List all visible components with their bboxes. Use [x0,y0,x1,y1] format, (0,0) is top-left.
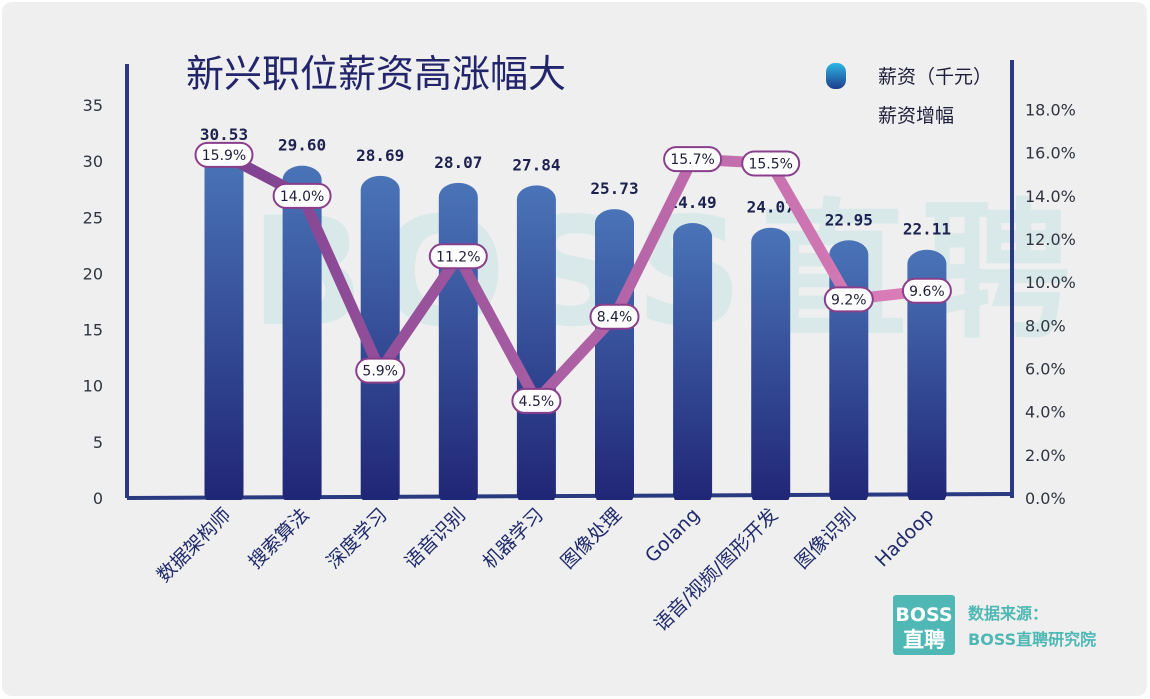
bar [204,155,244,508]
left-tick-label: 25 [83,208,103,227]
growth-point: 15.9% [194,141,254,168]
category-label: Hadoop [871,504,938,571]
category-label: 图像识别 [791,504,860,573]
growth-point: 9.2% [823,286,874,313]
category-label: 搜索算法 [244,504,313,573]
bar-value-labels: 30.53 29.60 28.69 28.07 27.84 25.73 24.49 24.07… [200,125,951,239]
growth-label-bubble [272,182,332,209]
bar-series [129,155,1009,514]
logo-line1: BOSS [895,604,952,626]
growth-line [218,149,933,407]
source-label: 数据来源： [968,604,1048,623]
bar-value-label: 24.49 [669,193,717,212]
right-tick-label: 4.0% [1025,403,1066,422]
growth-label: 15.7% [670,152,714,168]
growth-label-bubble [355,357,406,384]
legend-bar-label: 薪资（千元） [878,66,992,88]
bar-value-label: 24.07 [747,198,795,217]
legend-line-label: 薪资增幅 [878,105,954,127]
growth-point: 11.2% [428,243,488,270]
left-tick-label: 0 [93,489,103,508]
left-tick-label: 5 [93,433,103,452]
bar [360,175,400,508]
axis-mask [129,500,1009,514]
growth-label: 14.0% [280,189,324,205]
bar-value-label: 28.07 [434,153,482,172]
right-tick-label: 8.0% [1025,316,1066,335]
growth-label-bubble [663,146,723,173]
category-label: 数据架构师 [153,504,236,587]
growth-point: 4.5% [511,387,562,414]
right-axis-ticks: 0.0% 2.0% 4.0% 6.0% 8.0% 10.0% 12.0% 14.0% 16.0%… [1025,101,1076,509]
bar-value-label: 29.60 [278,136,326,155]
boss-logo: BOSS 直聘 [893,595,955,655]
growth-label-bubble [823,286,874,313]
growth-label: 15.5% [748,156,792,172]
category-labels: 数据架构师 搜索算法 深度学习 语音识别 机器学习 图像处理 Golang语音/视频/图形开… [153,504,939,636]
growth-label: 9.6% [909,284,945,300]
right-tick-label: 6.0% [1025,360,1066,379]
growth-label: 15.9% [202,148,246,164]
bar-value-label: 30.53 [200,125,248,144]
left-axis-ticks: 0 5 10 15 20 25 30 35 [83,96,103,508]
bar-value-label: 22.11 [903,220,951,239]
bar [595,209,634,508]
category-label: 深度学习 [322,504,391,573]
right-tick-label: 2.0% [1025,446,1066,465]
category-label: 图像处理 [557,504,626,573]
legend-bar-swatch [826,63,846,89]
growth-label-bubble [901,277,952,304]
chart-title: 新兴职位薪资高涨幅大 [186,52,566,96]
bar [751,227,791,509]
growth-label: 8.4% [597,310,633,326]
right-tick-label: 10.0% [1025,273,1076,292]
bar [907,249,947,509]
growth-point: 8.4% [589,303,640,330]
category-label: 机器学习 [479,504,548,573]
bar [438,182,478,508]
bar-value-label: 25.73 [590,179,638,198]
left-tick-label: 35 [83,96,103,115]
right-tick-label: 16.0% [1025,144,1076,163]
bar-value-label: 22.95 [825,210,873,229]
left-tick-label: 20 [83,264,103,283]
growth-point: 15.7% [663,146,723,173]
category-label: 语音识别 [401,504,470,573]
bar [282,165,322,509]
bar-value-label: 27.84 [512,155,560,174]
growth-label-bubble [194,141,254,168]
right-tick-label: 14.0% [1025,187,1076,206]
left-tick-label: 30 [83,152,103,171]
x-axis-line [126,492,1013,500]
line-series: 15.9% 14.0% 5.9% 11.2% 4.5% 8.4% 15.7% 15.5% 9.2… [194,141,952,414]
right-tick-label: 18.0% [1025,101,1076,120]
growth-point: 14.0% [272,182,332,209]
growth-label-bubble [741,150,801,177]
logo-badge [893,595,955,655]
growth-label-bubble [511,387,562,414]
right-tick-label: 0.0% [1025,489,1066,508]
growth-point: 15.5% [741,150,801,177]
right-tick-label: 12.0% [1025,230,1076,249]
bar-value-label: 28.69 [356,146,404,165]
growth-point: 9.6% [901,277,952,304]
left-tick-label: 10 [83,377,103,396]
growth-label: 11.2% [436,249,480,265]
source-name: BOSS直聘研究院 [968,630,1096,649]
left-tick-label: 15 [83,321,103,340]
growth-label: 5.9% [362,364,398,380]
logo-line2: 直聘 [903,628,945,652]
growth-label: 9.2% [831,292,867,308]
legend: 薪资（千元） 薪资增幅 [809,63,992,127]
bar [673,223,713,509]
growth-label: 4.5% [519,394,555,410]
growth-label-bubble [589,303,640,330]
bar [516,185,556,508]
growth-label-bubble [428,243,488,270]
growth-point: 5.9% [355,357,406,384]
